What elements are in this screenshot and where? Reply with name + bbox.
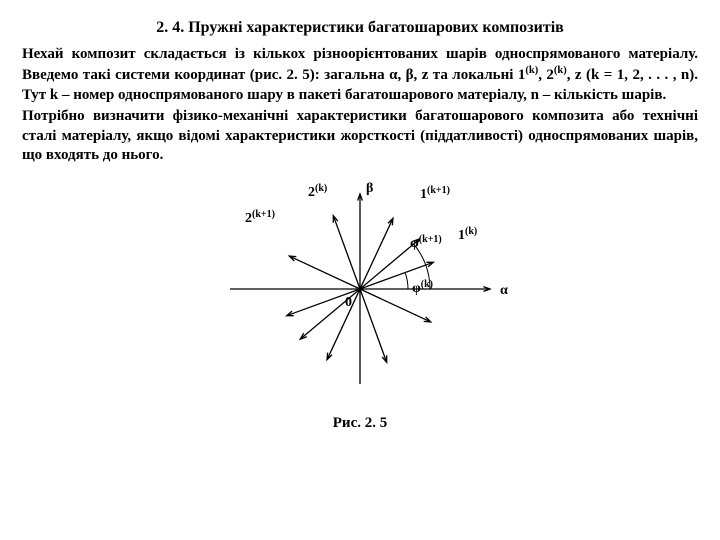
figure-caption: Рис. 2. 5 [22,414,698,434]
label-zero: 0 [345,295,352,310]
label-l_2k1: 2(k+1) [245,208,275,226]
label-l_1k1: 1(k+1) [420,184,450,202]
figure-2-5: 0 α β 1(k+1) 1(k) 2(k) 2(k+1) φ(k) φ(k+1) Рис. 2… [22,174,698,434]
label-l_2k: 2(k) [308,182,327,200]
label-phi_k1: φ(k+1) [410,233,442,251]
paragraph-2: Потрібно визначити фізико-механічні хара… [22,107,698,166]
label-beta: β [366,181,373,196]
label-alpha: α [500,283,508,298]
label-l_1k: 1(k) [458,225,477,243]
section-title: 2. 4. Пружні характеристики багатошарови… [22,18,698,39]
coordinate-diagram: 0 α β 1(k+1) 1(k) 2(k) 2(k+1) φ(k) φ(k+1) [190,174,530,404]
label-phi_k: φ(k) [412,278,433,296]
paragraph-1: Нехай композит складається із кількох рі… [22,45,698,106]
